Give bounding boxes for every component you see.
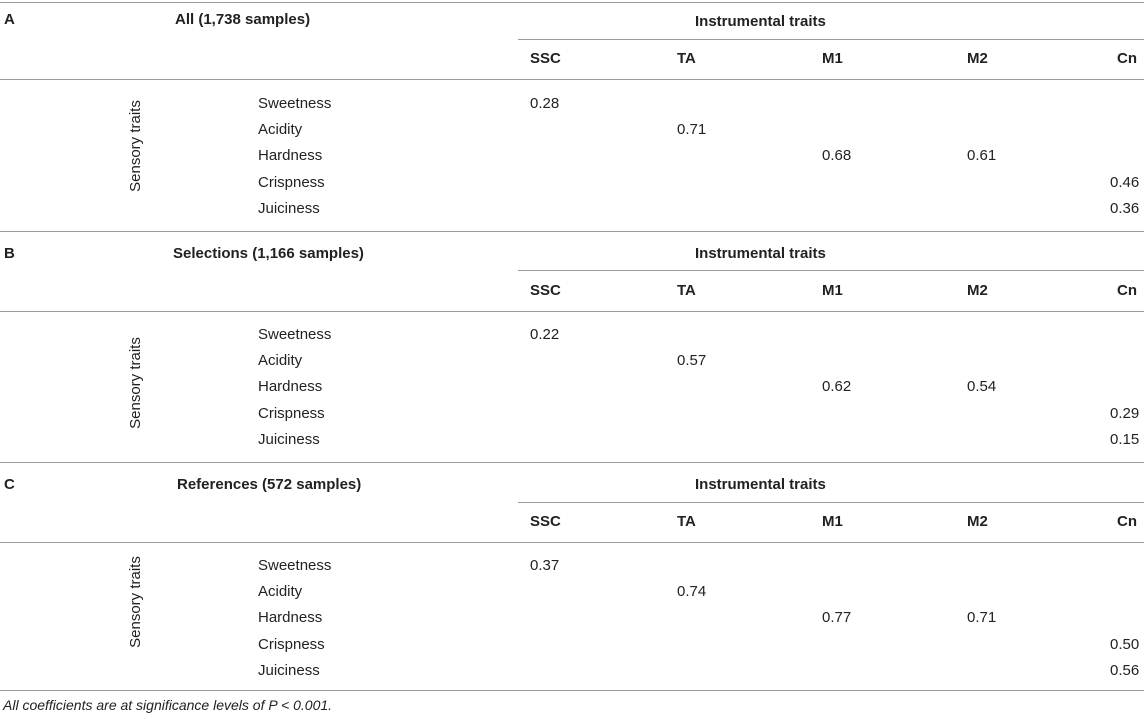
row-label: Crispness	[258, 636, 325, 653]
row-label: Hardness	[258, 147, 323, 164]
section-letter: A	[4, 11, 15, 28]
cell-value: 0.46	[1110, 174, 1140, 191]
cell-value: 0.15	[1110, 431, 1140, 448]
group-header: Instrumental traits	[695, 476, 826, 493]
rule-sub	[518, 270, 1144, 271]
rule-section	[0, 231, 1144, 232]
cell-value: 0.28	[530, 95, 560, 112]
rule-sub	[518, 39, 1144, 40]
cell-value: 0.74	[677, 583, 707, 600]
cell-value: 0.22	[530, 326, 560, 343]
rule-bottom	[0, 690, 1144, 691]
cell-value: 0.36	[1110, 200, 1140, 217]
cell-value: 0.57	[677, 352, 707, 369]
table-footnote: All coefficients are at significance lev…	[3, 697, 333, 713]
row-label: Juiciness	[258, 200, 320, 217]
rule-sub	[518, 502, 1144, 503]
column-header-ssc: SSC	[530, 50, 561, 67]
column-header-ta: TA	[677, 50, 696, 67]
rule-header-bottom	[0, 79, 1144, 80]
column-header-ta: TA	[677, 513, 696, 530]
cell-value: 0.56	[1110, 662, 1140, 679]
column-header-m1: M1	[822, 513, 843, 530]
row-label: Acidity	[258, 352, 303, 369]
row-group-label: Sensory traits	[127, 100, 144, 192]
cell-value: 0.37	[530, 557, 560, 574]
column-header-m2: M2	[967, 282, 988, 299]
section-title: All (1,738 samples)	[175, 11, 311, 28]
cell-value: 0.71	[967, 609, 997, 626]
row-label: Sweetness	[258, 95, 332, 112]
column-header-m1: M1	[822, 282, 843, 299]
row-label: Sweetness	[258, 557, 332, 574]
cell-value: 0.62	[822, 378, 852, 395]
group-header: Instrumental traits	[695, 13, 826, 30]
row-label: Juiciness	[258, 662, 320, 679]
section-title: References (572 samples)	[177, 476, 362, 493]
cell-value: 0.61	[967, 147, 997, 164]
column-header-m2: M2	[967, 513, 988, 530]
row-label: Acidity	[258, 121, 303, 138]
cell-value: 0.68	[822, 147, 852, 164]
cell-value: 0.50	[1110, 636, 1140, 653]
rule-header-bottom	[0, 542, 1144, 543]
column-header-ssc: SSC	[530, 513, 561, 530]
rule-top	[0, 2, 1144, 3]
row-label: Hardness	[258, 609, 323, 626]
row-group-label: Sensory traits	[127, 337, 144, 429]
cell-value: 0.77	[822, 609, 852, 626]
column-header-cn: Cn	[1117, 282, 1137, 299]
rule-section	[0, 462, 1144, 463]
column-header-ssc: SSC	[530, 282, 561, 299]
row-label: Crispness	[258, 405, 325, 422]
rule-header-bottom	[0, 311, 1144, 312]
row-label: Juiciness	[258, 431, 320, 448]
section-letter: C	[4, 476, 15, 493]
cell-value: 0.71	[677, 121, 707, 138]
section-letter: B	[4, 245, 15, 262]
column-header-cn: Cn	[1117, 513, 1137, 530]
section-title: Selections (1,166 samples)	[173, 245, 364, 262]
column-header-m2: M2	[967, 50, 988, 67]
row-label: Sweetness	[258, 326, 332, 343]
row-label: Acidity	[258, 583, 303, 600]
column-header-cn: Cn	[1117, 50, 1137, 67]
column-header-m1: M1	[822, 50, 843, 67]
cell-value: 0.54	[967, 378, 997, 395]
column-header-ta: TA	[677, 282, 696, 299]
group-header: Instrumental traits	[695, 245, 826, 262]
row-label: Crispness	[258, 174, 325, 191]
row-label: Hardness	[258, 378, 323, 395]
row-group-label: Sensory traits	[127, 556, 144, 648]
cell-value: 0.29	[1110, 405, 1140, 422]
